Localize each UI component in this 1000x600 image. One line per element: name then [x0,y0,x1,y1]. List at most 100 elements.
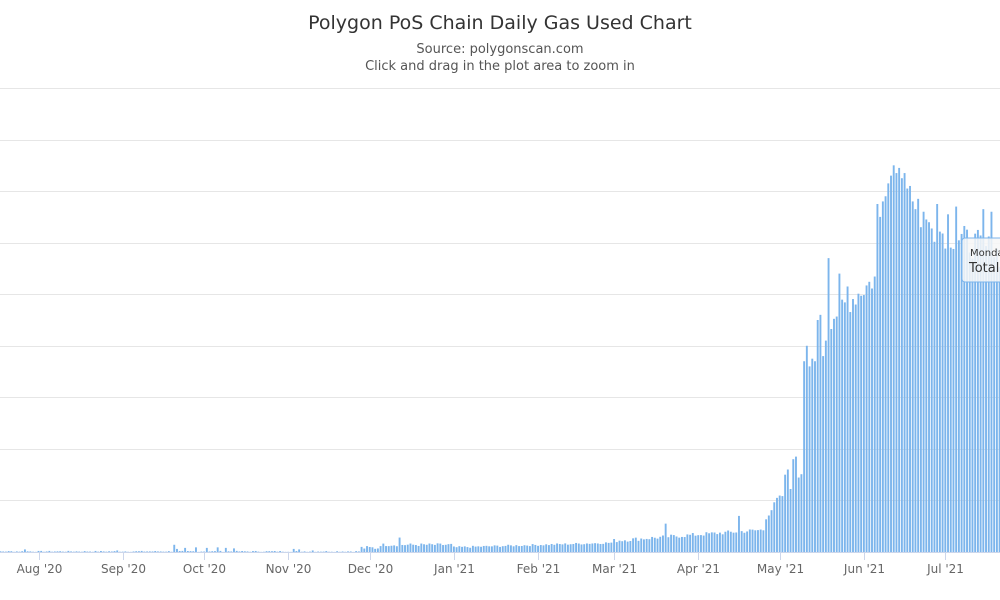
bar[interactable] [238,551,241,552]
bar[interactable] [474,546,477,552]
bar[interactable] [531,544,534,552]
bar[interactable] [412,544,415,552]
bar[interactable] [716,534,719,552]
bar[interactable] [7,551,10,552]
bar[interactable] [48,550,51,552]
bar[interactable] [192,551,195,552]
bar[interactable] [838,273,841,552]
bar[interactable] [368,546,371,552]
bar[interactable] [157,551,159,552]
bar[interactable] [336,551,339,552]
bar[interactable] [841,299,844,552]
bar[interactable] [504,545,507,552]
bar[interactable] [395,546,398,552]
bar[interactable] [776,497,778,552]
bar[interactable] [167,551,170,552]
bar[interactable] [803,361,806,552]
bar[interactable] [385,546,387,552]
bar[interactable] [10,551,13,552]
bar[interactable] [689,534,692,552]
bar[interactable] [523,545,526,552]
bar[interactable] [998,266,1000,552]
bar[interactable] [632,538,635,552]
bar[interactable] [490,546,493,552]
bar[interactable] [852,299,854,552]
bar[interactable] [124,551,127,552]
bar[interactable] [485,545,488,552]
bar[interactable] [184,547,187,552]
bar[interactable] [751,529,754,552]
bar[interactable] [40,550,43,552]
bar[interactable] [729,531,732,552]
bar[interactable] [461,546,463,552]
bar[interactable] [173,544,176,552]
bar[interactable] [767,515,770,553]
bar[interactable] [795,456,797,552]
bar[interactable] [526,545,529,552]
bar[interactable] [463,546,466,552]
bar[interactable] [822,356,825,552]
bar[interactable] [808,366,811,552]
bar[interactable] [732,532,735,552]
bar[interactable] [640,538,643,552]
bar[interactable] [835,316,838,552]
bar[interactable] [195,547,197,552]
bar[interactable] [292,548,295,552]
bar[interactable] [216,547,219,552]
bar[interactable] [675,536,678,552]
bar[interactable] [295,551,298,552]
bar[interactable] [398,537,401,552]
bar[interactable] [634,537,637,552]
bar[interactable] [363,548,366,552]
bar[interactable] [691,533,694,552]
bar[interactable] [420,543,423,552]
bar[interactable] [273,551,276,552]
bar[interactable] [900,178,903,552]
bar[interactable] [186,551,189,552]
bar[interactable] [23,549,26,552]
bar[interactable] [583,544,586,552]
bar[interactable] [374,548,377,552]
bar[interactable] [843,302,846,552]
bar[interactable] [2,551,5,552]
bar[interactable] [721,534,724,552]
bar[interactable] [656,538,659,552]
bar[interactable] [132,551,135,552]
bar[interactable] [762,530,765,552]
bar[interactable] [976,229,979,552]
bar[interactable] [566,544,569,552]
bar[interactable] [146,551,149,552]
bar[interactable] [366,546,368,552]
bar[interactable] [865,285,868,552]
bar[interactable] [347,551,349,552]
bar[interactable] [151,551,154,552]
bar[interactable] [909,185,911,552]
bar[interactable] [860,295,863,552]
bar[interactable] [75,551,78,552]
bar[interactable] [621,541,624,552]
bar[interactable] [471,545,474,552]
bar[interactable] [623,540,626,552]
bar[interactable] [110,551,113,552]
bar[interactable] [577,543,580,552]
bar[interactable] [558,544,561,552]
bar[interactable] [480,546,482,552]
bar[interactable] [501,546,504,552]
bar[interactable] [724,531,727,552]
bar[interactable] [219,550,222,552]
bar[interactable] [227,551,230,552]
bar[interactable] [819,314,822,552]
bar[interactable] [94,550,97,552]
bar[interactable] [512,546,515,552]
bar[interactable] [534,544,537,552]
bar[interactable] [681,536,683,552]
bar[interactable] [159,551,162,552]
bar[interactable] [371,547,374,552]
bar[interactable] [814,361,816,552]
bar[interactable] [53,551,56,552]
bar[interactable] [879,216,882,552]
bar[interactable] [786,469,789,552]
bar[interactable] [409,543,412,552]
bar[interactable] [805,345,808,552]
bar[interactable] [45,551,48,552]
